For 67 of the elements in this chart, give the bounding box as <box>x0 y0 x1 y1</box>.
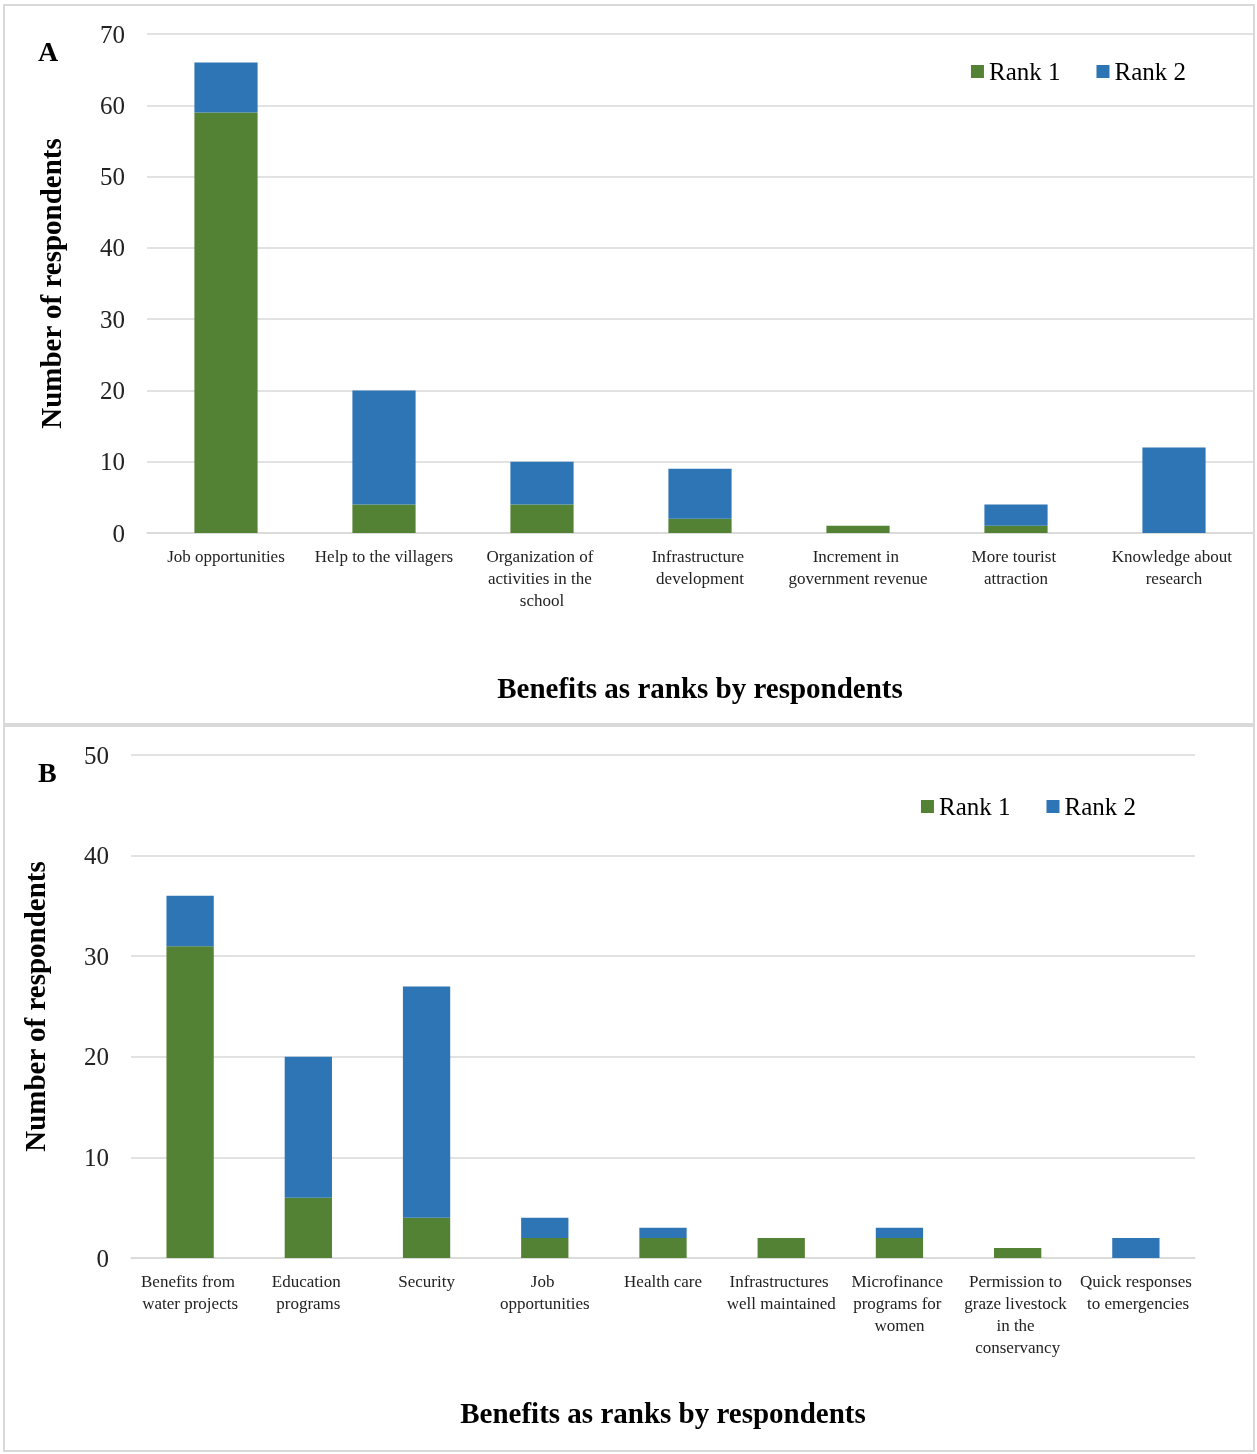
bar <box>875 1237 924 1258</box>
bar <box>284 1056 332 1198</box>
bar <box>284 1197 332 1258</box>
bar <box>875 1227 924 1238</box>
bar <box>510 461 574 505</box>
x-tick-label: Security <box>398 1271 456 1291</box>
legend-label: Rank 1 <box>938 793 1011 820</box>
x-tick-label: Education programs <box>271 1271 345 1313</box>
bar <box>757 1237 805 1258</box>
bar <box>352 504 416 533</box>
x-tick-label: Job opportunities <box>499 1271 590 1313</box>
legend-label: Rank 2 <box>1064 793 1137 820</box>
y-tick-label: 70 <box>100 20 125 48</box>
bar <box>826 525 890 533</box>
y-tick-label: 20 <box>84 1043 109 1071</box>
y-tick-label: 50 <box>84 741 109 769</box>
x-tick-label: Knowledge about research <box>1111 546 1237 588</box>
bar <box>994 1247 1042 1258</box>
x-tick-label: Help to the villagers <box>314 546 454 566</box>
x-tick-label: Microfinance programs for women <box>851 1271 948 1335</box>
x-tick-label: Quick responses to emergencies <box>1079 1271 1192 1313</box>
bar <box>521 1217 569 1238</box>
y-tick-label: 30 <box>84 942 109 970</box>
x-tick-label: Job opportunities <box>167 546 285 566</box>
bar <box>166 895 214 947</box>
bar <box>166 946 214 1258</box>
x-tick-label: Permission to graze livestock in the conservancy <box>964 1271 1072 1357</box>
y-tick-label: 50 <box>100 163 125 191</box>
y-tick-label: 20 <box>100 376 125 404</box>
y-tick-label: 10 <box>100 448 125 476</box>
y-axis-title: Number of respondents <box>34 138 67 429</box>
x-tick-label: Increment in government revenue <box>788 546 928 588</box>
bar <box>639 1237 687 1258</box>
x-tick-label: Benefits from water projects <box>141 1271 240 1313</box>
chart-title: B <box>38 756 57 788</box>
bar <box>639 1227 687 1238</box>
y-tick-label: 30 <box>100 305 125 333</box>
x-tick-label: More tourist attraction <box>971 546 1061 588</box>
y-tick-label: 0 <box>112 519 125 547</box>
bar <box>984 525 1048 533</box>
y-axis-title: Number of respondents <box>18 861 51 1152</box>
bar <box>194 112 258 533</box>
y-tick-label: 40 <box>84 842 109 870</box>
x-axis-title: Benefits as ranks by respondents <box>460 1396 866 1429</box>
y-tick-label: 0 <box>96 1244 109 1272</box>
y-tick-label: 60 <box>100 91 125 119</box>
bar <box>352 390 416 505</box>
bar <box>668 468 732 519</box>
bar <box>194 62 258 113</box>
legend-label: Rank 2 <box>1114 58 1187 85</box>
x-axis-title: Benefits as ranks by respondents <box>497 671 903 704</box>
bar <box>1112 1237 1160 1258</box>
x-tick-label: Health care <box>624 1271 702 1291</box>
bar <box>402 1217 451 1258</box>
legend-label: Rank 1 <box>988 58 1061 85</box>
x-tick-label: Organization of activities in the school <box>486 546 598 610</box>
x-tick-label: Infrastructures well maintained <box>726 1271 837 1313</box>
bar <box>668 518 732 533</box>
y-tick-label: 40 <box>100 234 125 262</box>
y-tick-label: 10 <box>84 1143 109 1171</box>
chart-title: A <box>38 35 59 67</box>
bar <box>402 986 451 1218</box>
x-tick-label: Infrastructure development <box>651 546 749 588</box>
bar <box>510 504 574 533</box>
bar <box>984 504 1048 526</box>
bar <box>521 1237 569 1258</box>
bar <box>1142 447 1206 533</box>
